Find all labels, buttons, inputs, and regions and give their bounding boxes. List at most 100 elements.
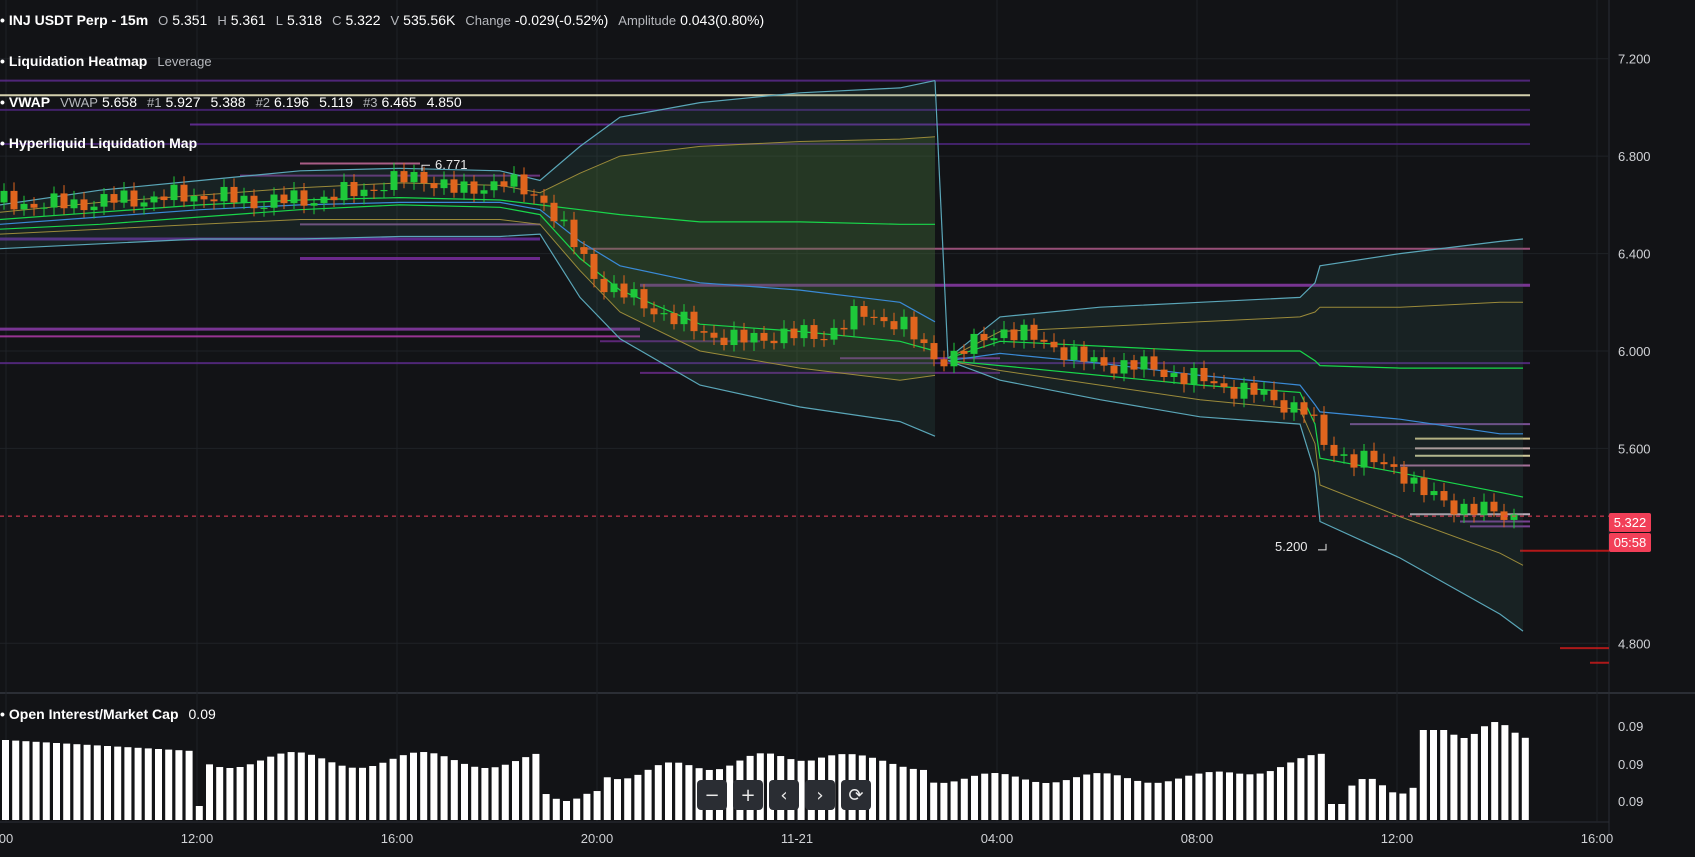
candle-body: [610, 283, 618, 293]
candle-body: [660, 313, 668, 315]
oi-bar: [644, 769, 652, 820]
oi-bar: [1093, 773, 1101, 820]
oi-bar: [1307, 755, 1315, 820]
candle-body: [970, 333, 978, 354]
candle-body: [1420, 477, 1428, 496]
oi-bar: [287, 752, 295, 820]
oi-bar: [1399, 793, 1407, 820]
candle-body: [520, 174, 528, 195]
oi-bar: [1348, 785, 1356, 820]
oi-bar: [1481, 726, 1488, 820]
change-label: Change: [465, 12, 511, 28]
vwap-label: VWAP: [60, 94, 98, 110]
candle-body: [600, 278, 608, 293]
oi-name: Open Interest/Market Cap: [8, 706, 179, 722]
collapse-icon[interactable]: •: [0, 53, 5, 69]
candle-body: [590, 253, 598, 279]
oi-bar: [1460, 737, 1468, 820]
candle-body: [1470, 503, 1478, 515]
zoom-out-button[interactable]: −: [697, 780, 727, 810]
oi-bar: [420, 752, 428, 820]
band2-label: #2: [255, 94, 271, 110]
hyperliquid-legend[interactable]: • Hyperliquid Liquidation Map: [0, 135, 207, 151]
band3-label: #3: [363, 94, 378, 110]
collapse-icon[interactable]: •: [0, 12, 5, 28]
oi-bar: [430, 753, 438, 820]
candle-body: [530, 194, 538, 196]
candle-body: [640, 289, 648, 309]
candle-body: [430, 183, 438, 189]
heatmap-name: Liquidation Heatmap: [8, 53, 148, 69]
oi-bar: [960, 778, 968, 820]
amplitude-value: 0.043(0.80%): [680, 12, 765, 28]
oi-bar: [899, 766, 907, 820]
zoom-in-button[interactable]: +: [733, 780, 763, 810]
oi-bar: [1470, 733, 1478, 820]
candle-body: [340, 182, 348, 201]
vwap-line-day2: [947, 352, 1523, 435]
vwap-band3-fill-day1: [0, 80, 935, 437]
candle-body: [30, 203, 38, 208]
volume-value: 535.56K: [403, 12, 456, 28]
candle-body: [40, 207, 48, 209]
candle-body: [990, 338, 998, 341]
candle-body: [1240, 382, 1248, 399]
oi-bar: [1266, 771, 1274, 820]
scroll-left-button[interactable]: ‹: [769, 780, 799, 810]
collapse-icon[interactable]: •: [0, 94, 5, 110]
oi-bar: [593, 791, 601, 820]
candle-body: [680, 311, 688, 325]
vwap-legend[interactable]: • VWAP VWAP 5.658 #1 5.927 5.388 #2 6.196 5.1…: [0, 94, 472, 110]
candle-body: [410, 172, 418, 183]
oi-bar: [1083, 774, 1091, 820]
oi-bar: [1419, 730, 1427, 820]
oi-bar: [104, 746, 111, 820]
oi-bar: [53, 743, 60, 820]
oi-bar: [583, 793, 591, 820]
oi-bar: [675, 762, 683, 820]
oi-bar: [1185, 775, 1193, 820]
candle-body: [170, 184, 178, 201]
candle-body: [800, 325, 808, 339]
candle-body: [380, 189, 388, 192]
oi-bar: [308, 754, 315, 820]
oi-bar: [1389, 792, 1397, 820]
oi-bar: [1032, 781, 1040, 820]
candle-body: [1170, 373, 1178, 378]
collapse-icon[interactable]: •: [0, 706, 5, 722]
oi-bar: [369, 766, 377, 820]
collapse-icon[interactable]: •: [0, 135, 5, 151]
candle-body: [240, 195, 248, 203]
candle-body: [500, 181, 508, 187]
candle-body: [180, 184, 188, 202]
time-tick-label: 16:00: [1581, 831, 1614, 846]
heatmap-legend[interactable]: • Liquidation Heatmap Leverage: [0, 53, 212, 69]
candle-body: [1350, 454, 1358, 468]
oi-bar: [236, 767, 244, 820]
oi-tick-label: 0.09: [1618, 719, 1643, 734]
candle-body: [190, 196, 198, 202]
high-marker: [421, 164, 430, 172]
oi-bar: [573, 798, 581, 820]
candle-body: [1370, 450, 1378, 463]
candle-body: [290, 190, 298, 204]
candle-body: [1060, 347, 1068, 360]
oi-bar: [1195, 773, 1203, 820]
time-tick-label: 08:00: [1181, 831, 1214, 846]
oi-value: 0.09: [188, 706, 216, 722]
candle-body: [1050, 341, 1058, 348]
oi-tick-label: 0.09: [1618, 794, 1643, 809]
high-value: 5.361: [230, 12, 266, 28]
candle-body: [1230, 387, 1238, 399]
vwap-band2-fill-day1: [540, 136, 935, 381]
candles-group: [0, 162, 1518, 529]
vwap-band1-upper-day2: [947, 340, 1523, 369]
oi-bar: [1103, 773, 1111, 820]
scroll-right-button[interactable]: ›: [805, 780, 835, 810]
candle-body: [1150, 356, 1158, 370]
oi-legend[interactable]: • Open Interest/Market Cap 0.09: [0, 706, 226, 722]
reset-button[interactable]: ⟳: [841, 780, 871, 810]
candle-body: [470, 181, 478, 194]
oi-bar: [226, 767, 234, 820]
